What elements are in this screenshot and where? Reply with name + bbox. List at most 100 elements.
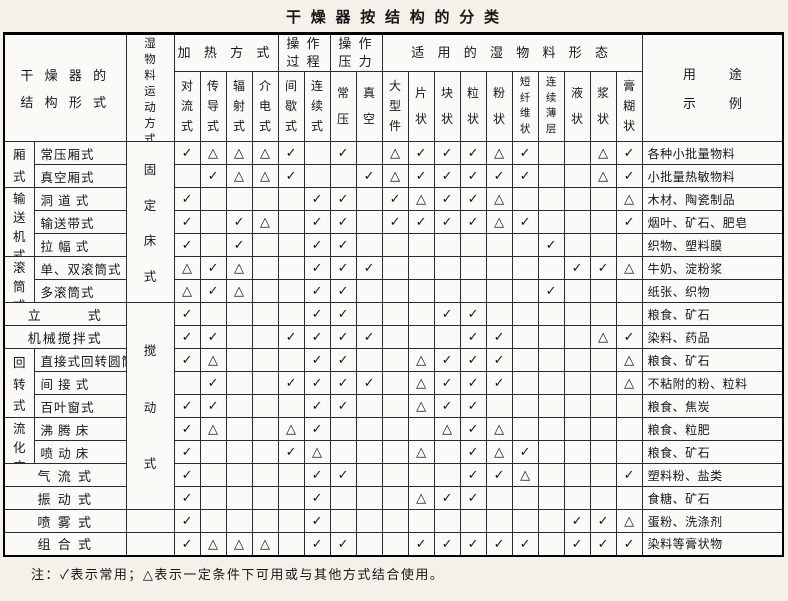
mark-cell [199, 187, 227, 211]
page-title: 干 燥 器 按 结 构 的 分 类 [285, 10, 502, 26]
check-mark-cell: ✓ [433, 532, 461, 556]
check-mark-cell: ✓ [303, 325, 331, 349]
triangle-mark-cell: △ [407, 486, 435, 510]
structure-column-header: 干 燥 器 的 结 构 形 式 [3, 33, 127, 142]
mark-cell [225, 348, 253, 372]
movement-cell [125, 532, 175, 556]
use-cell: 食糖、矿石 [641, 486, 784, 510]
mark-cell [511, 302, 539, 326]
triangle-mark-cell: △ [199, 417, 227, 441]
check-mark-cell: ✓ [277, 141, 305, 165]
check-mark-cell: ✓ [459, 394, 487, 418]
check-mark-cell: ✓ [407, 141, 435, 165]
triangle-mark-cell: △ [589, 141, 617, 165]
triangle-mark-cell: △ [485, 187, 513, 211]
triangle-mark-cell: △ [277, 417, 305, 441]
use-cell: 牛奶、淀粉浆 [641, 256, 784, 280]
mark-cell [511, 509, 539, 533]
mark-cell [251, 417, 279, 441]
check-mark-cell: ✓ [173, 440, 201, 464]
check-mark-cell: ✓ [563, 509, 591, 533]
check-mark-cell: ✓ [329, 233, 357, 257]
triangle-mark-cell: △ [407, 440, 435, 464]
mark-cell [485, 486, 513, 510]
check-mark-cell: ✓ [433, 164, 461, 188]
mark-cell [615, 486, 643, 510]
check-mark-cell: ✓ [173, 463, 201, 487]
check-mark-cell: ✓ [303, 532, 331, 556]
check-mark-cell: ✓ [173, 187, 201, 211]
mark-cell [225, 417, 253, 441]
check-mark-cell: ✓ [277, 440, 305, 464]
mark-cell [277, 532, 305, 556]
triangle-mark-cell: △ [511, 463, 539, 487]
mark-cell [225, 463, 253, 487]
check-mark-cell: ✓ [199, 325, 227, 349]
mark-cell [459, 279, 487, 303]
check-mark-cell: ✓ [329, 302, 357, 326]
mark-cell [277, 302, 305, 326]
triangle-mark-cell: △ [485, 417, 513, 441]
check-mark-cell: ✓ [303, 417, 331, 441]
mark-cell [251, 486, 279, 510]
mark-cell [199, 440, 227, 464]
mark-cell [355, 417, 383, 441]
sub-column-header: 间歇式 [277, 71, 305, 142]
mark-cell [563, 233, 591, 257]
mark-cell [589, 302, 617, 326]
sub-column-header: 粉状 [485, 71, 513, 142]
check-mark-cell: ✓ [537, 233, 565, 257]
mark-cell [225, 394, 253, 418]
use-cell: 不粘附的粉、粒料 [641, 371, 784, 395]
table-row: 滚筒式单、双滚筒式△✓△✓✓✓✓✓△牛奶、淀粉浆 [3, 256, 784, 303]
mark-cell [381, 279, 409, 303]
check-mark-cell: ✓ [277, 164, 305, 188]
mark-cell [329, 417, 357, 441]
triangle-mark-cell: △ [381, 164, 409, 188]
check-mark-cell: ✓ [225, 210, 253, 234]
check-mark-cell: ✓ [485, 532, 513, 556]
mark-cell [511, 233, 539, 257]
mark-cell [225, 509, 253, 533]
check-mark-cell: ✓ [589, 256, 617, 280]
type-cell: 多滚筒式 [33, 279, 127, 303]
mark-cell [381, 348, 409, 372]
triangle-mark-cell: △ [199, 348, 227, 372]
mark-cell [251, 440, 279, 464]
mark-cell [225, 325, 253, 349]
mark-cell [381, 233, 409, 257]
check-mark-cell: ✓ [329, 348, 357, 372]
mark-cell [537, 509, 565, 533]
check-mark-cell: ✓ [485, 164, 513, 188]
check-mark-cell: ✓ [511, 164, 539, 188]
mark-cell [511, 394, 539, 418]
table-row: 输送机式洞 道 式 ✓ ✓ ✓ ✓ △ ✓ ✓ △ △ 木材、陶瓷制品 [3, 187, 784, 257]
check-mark-cell: ✓ [459, 486, 487, 510]
group-cell: 滚筒式 [3, 256, 35, 303]
check-mark-cell: ✓ [433, 348, 461, 372]
check-mark-cell: ✓ [615, 463, 643, 487]
check-mark-cell: ✓ [589, 509, 617, 533]
table-row: 回转式直接式回转圆筒 ✓ △ ✓ ✓ △ ✓ ✓ ✓ △ 粮食、矿石 [3, 348, 784, 418]
mark-cell [355, 302, 383, 326]
check-mark-cell: ✓ [173, 302, 201, 326]
mark-cell [329, 509, 357, 533]
check-mark-cell: ✓ [173, 233, 201, 257]
triangle-mark-cell: △ [381, 141, 409, 165]
check-mark-cell: ✓ [303, 348, 331, 372]
mark-cell [199, 302, 227, 326]
check-mark-cell: ✓ [589, 532, 617, 556]
check-mark-cell: ✓ [303, 486, 331, 510]
use-cell: 染料等膏状物 [641, 532, 784, 556]
group-header-row: 干 燥 器 的 结 构 形 式 湿物料运动方式 加 热 方 式 操 作 过 程 … [3, 33, 784, 142]
triangle-mark-cell: △ [225, 164, 253, 188]
mark-cell [537, 394, 565, 418]
legend-note: 注：✓表示常用；△表示一定条件下可用或与其他方式结合使用。 [31, 566, 445, 582]
sub-column-header: 连续式 [303, 71, 331, 142]
check-mark-cell: ✓ [303, 509, 331, 533]
sub-column-header: 大型件 [381, 71, 409, 142]
triangle-mark-cell: △ [173, 256, 201, 280]
check-mark-cell: ✓ [433, 371, 461, 395]
mark-cell [563, 210, 591, 234]
triangle-mark-cell: △ [173, 279, 201, 303]
